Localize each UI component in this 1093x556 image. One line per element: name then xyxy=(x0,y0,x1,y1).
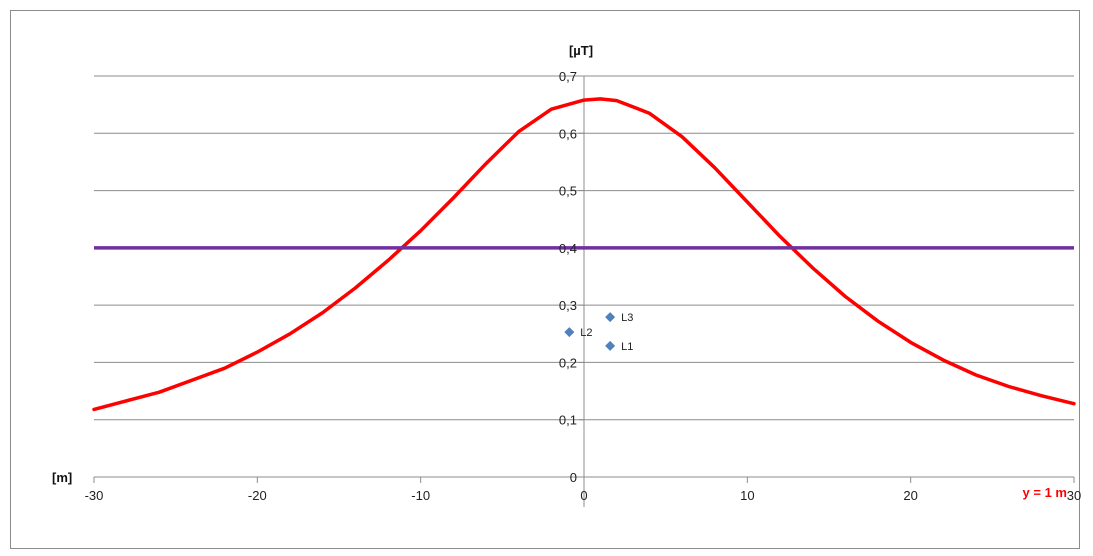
x-tick-label: 20 xyxy=(903,488,917,503)
y-tick-label: 0,6 xyxy=(559,126,577,141)
y-tick-label: 0,2 xyxy=(559,355,577,370)
x-tick-label: 30 xyxy=(1067,488,1081,503)
y-tick-label: 0,4 xyxy=(559,241,577,256)
y-tick-label: 0,1 xyxy=(559,413,577,428)
data-point-l1 xyxy=(605,340,616,351)
x-axis-title: [m] xyxy=(52,470,72,485)
series xyxy=(92,97,1076,412)
y-tick-label: 0,7 xyxy=(559,69,577,84)
y-axis-title: [µT] xyxy=(569,43,593,58)
x-tick-label: -10 xyxy=(411,488,430,503)
y-tick-label: 0,5 xyxy=(559,184,577,199)
point-label-l3: L3 xyxy=(621,312,633,324)
point-label-l1: L1 xyxy=(621,341,633,353)
x-tick-label: 0 xyxy=(580,488,587,503)
labels: 0 0,1 0,2 0,3 0,4 0,5 0,6 0,7 -30 -20 -10 0 10 20 30 L1… xyxy=(85,69,1082,503)
point-label-l2: L2 xyxy=(580,327,592,339)
data-point-l3 xyxy=(605,312,616,323)
axes xyxy=(93,75,1075,507)
y-tick-label: 0,3 xyxy=(559,298,577,313)
chart-frame xyxy=(10,10,1080,549)
y-tick-label: 0 xyxy=(570,470,577,485)
field-curve-line xyxy=(92,97,1076,412)
x-tick-label: -30 xyxy=(85,488,104,503)
x-tick-label: -20 xyxy=(248,488,267,503)
data-point-l2 xyxy=(564,327,575,338)
chart-annotation: y = 1 m xyxy=(1023,485,1067,500)
x-tick-label: 10 xyxy=(740,488,754,503)
